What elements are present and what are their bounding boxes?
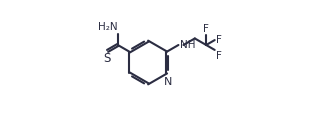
Text: F: F — [203, 24, 209, 34]
Text: F: F — [216, 35, 222, 45]
Text: S: S — [104, 52, 111, 65]
Text: H₂N: H₂N — [98, 22, 117, 32]
Text: NH: NH — [180, 40, 195, 50]
Text: F: F — [216, 51, 222, 61]
Text: N: N — [164, 76, 172, 86]
